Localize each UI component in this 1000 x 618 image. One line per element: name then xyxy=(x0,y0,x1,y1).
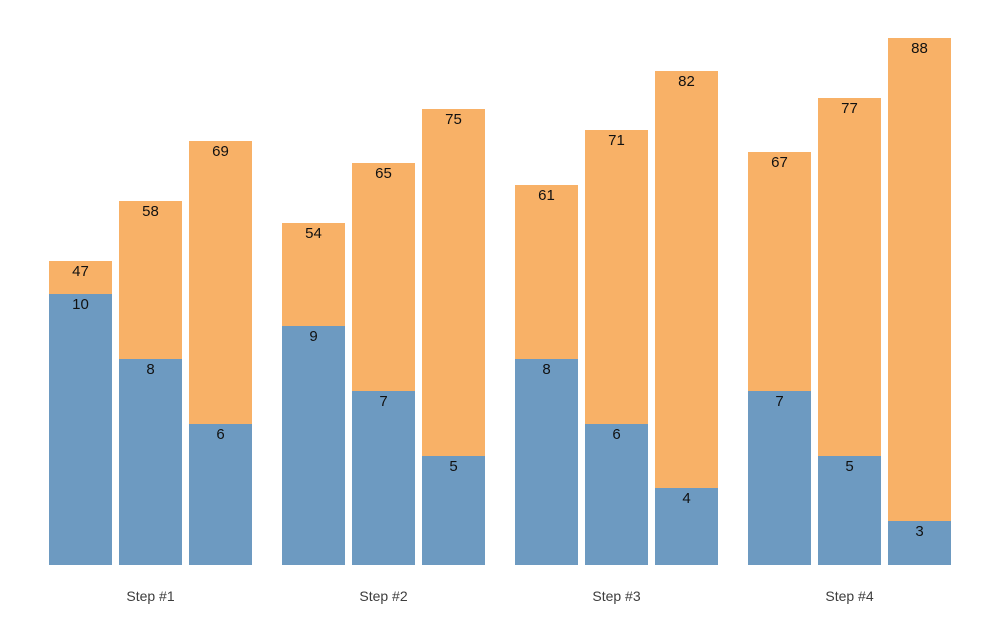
bar-segment-blue xyxy=(119,358,182,565)
orange-total-value-label: 65 xyxy=(375,165,392,183)
orange-total-value-label: 61 xyxy=(538,186,555,204)
bar-segment-blue xyxy=(515,358,578,565)
bar-segment-orange xyxy=(352,163,415,392)
bar-segment-orange xyxy=(655,70,718,489)
bar-segment-orange xyxy=(189,141,252,424)
bar-segment-orange xyxy=(818,97,881,456)
orange-total-value-label: 69 xyxy=(212,143,229,161)
category-label: Step #3 xyxy=(592,588,641,604)
bar-segment-orange xyxy=(515,184,578,359)
bar-segment-blue xyxy=(748,391,811,565)
orange-total-value-label: 77 xyxy=(841,99,858,117)
blue-segment-value-label: 7 xyxy=(775,393,784,411)
category-label: Step #4 xyxy=(825,588,874,604)
bar-segment-blue xyxy=(282,326,345,565)
bar-segment-orange xyxy=(888,37,951,521)
orange-total-value-label: 71 xyxy=(608,132,625,150)
blue-segment-value-label: 4 xyxy=(682,490,691,508)
orange-total-value-label: 88 xyxy=(911,39,928,57)
bar-segment-blue xyxy=(585,423,648,565)
bar-segment-blue xyxy=(49,294,112,565)
blue-segment-value-label: 7 xyxy=(379,393,388,411)
blue-segment-value-label: 6 xyxy=(216,425,225,443)
orange-total-value-label: 67 xyxy=(771,154,788,172)
blue-segment-value-label: 5 xyxy=(845,458,854,475)
bar-segment-blue xyxy=(352,391,415,565)
blue-segment-value-label: 8 xyxy=(542,360,551,378)
orange-total-value-label: 75 xyxy=(445,110,462,128)
bar-segment-orange xyxy=(119,201,182,359)
blue-segment-value-label: 8 xyxy=(146,360,155,378)
blue-segment-value-label: 10 xyxy=(72,296,89,313)
bar-segment-blue xyxy=(818,456,881,565)
category-label: Step #1 xyxy=(126,588,175,604)
blue-segment-value-label: 5 xyxy=(449,458,458,475)
orange-total-value-label: 54 xyxy=(305,225,322,243)
category-label: Step #2 xyxy=(359,588,408,604)
blue-segment-value-label: 6 xyxy=(612,425,621,443)
bar-segment-orange xyxy=(748,152,811,392)
orange-total-value-label: 58 xyxy=(142,203,159,221)
bar-segment-orange xyxy=(49,261,112,294)
bar-segment-blue xyxy=(422,456,485,565)
orange-total-value-label: 47 xyxy=(72,263,89,281)
bar-segment-blue xyxy=(189,423,252,565)
bar-segment-blue xyxy=(655,488,718,565)
bar-segment-orange xyxy=(422,108,485,456)
blue-segment-value-label: 3 xyxy=(915,522,924,540)
blue-segment-value-label: 9 xyxy=(309,328,318,346)
bar-segment-blue xyxy=(888,520,951,565)
bar-segment-orange xyxy=(282,223,345,327)
bar-segment-orange xyxy=(585,130,648,424)
orange-total-value-label: 82 xyxy=(678,72,695,90)
